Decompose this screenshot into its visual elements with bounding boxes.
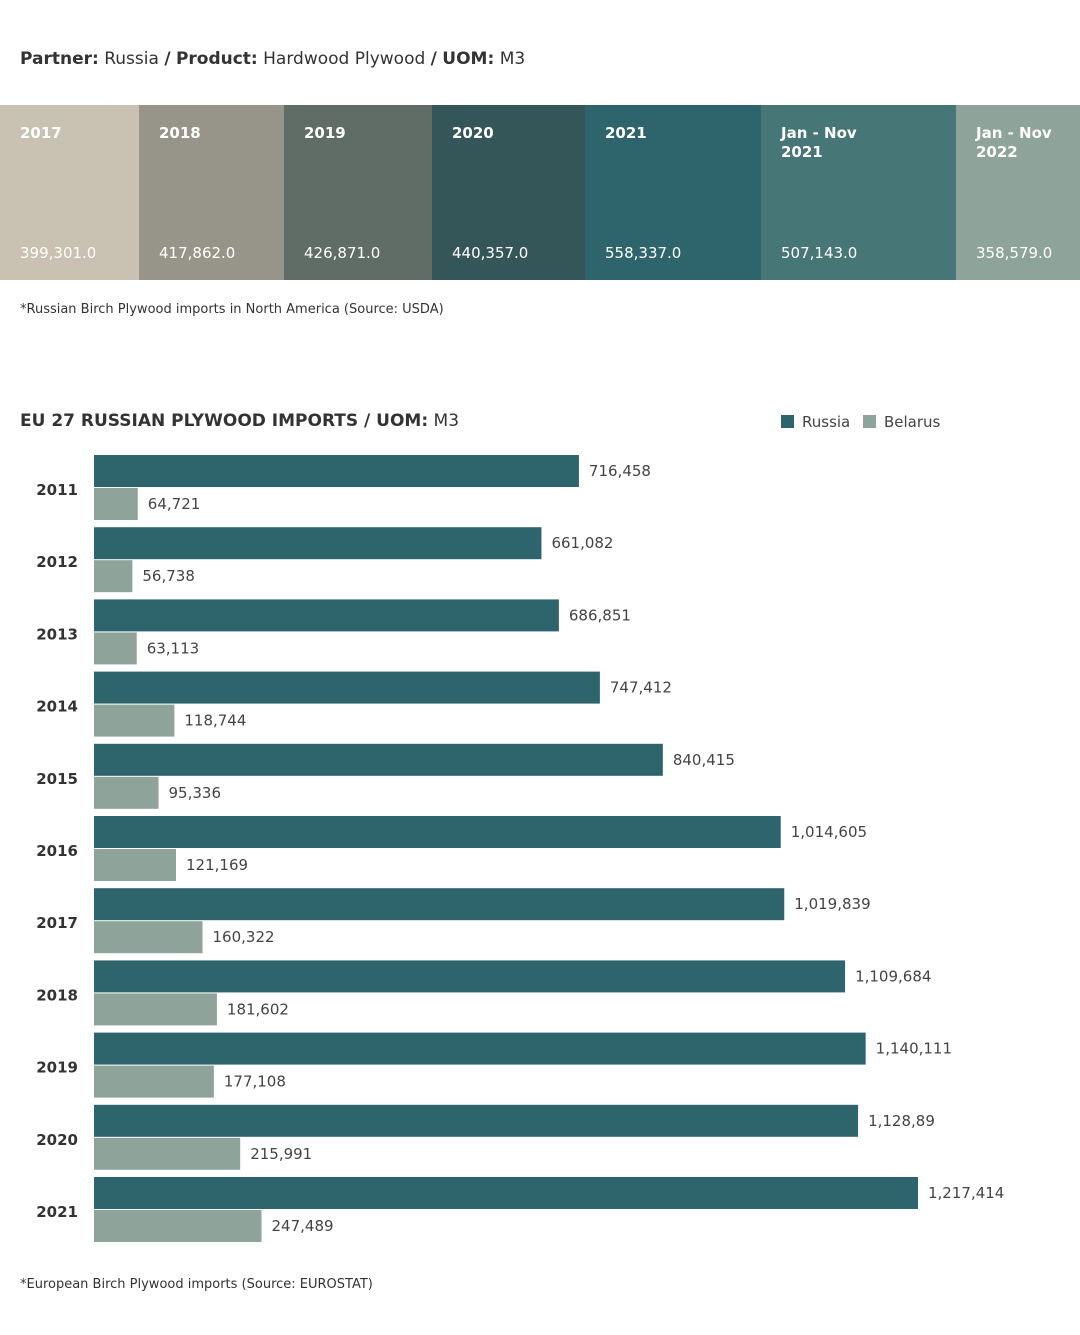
tile-label: Jan - Nov 2021 bbox=[781, 124, 857, 161]
y-axis-label-2015: 2015 bbox=[36, 770, 78, 788]
legend-swatch-russia bbox=[781, 415, 794, 428]
bar-belarus-2017 bbox=[94, 921, 203, 954]
summary-tile: 2018 417,862.0 bbox=[139, 105, 284, 280]
tile-value: 558,337.0 bbox=[605, 244, 682, 262]
source-note-usda: *Russian Birch Plywood imports in North … bbox=[20, 302, 444, 317]
header-separator: / bbox=[164, 49, 171, 69]
data-label-belarus-2018: 181,602 bbox=[227, 1000, 289, 1018]
product-value: Hardwood Plywood bbox=[263, 49, 426, 69]
bar-belarus-2020 bbox=[94, 1137, 241, 1170]
bar-belarus-2018 bbox=[94, 993, 217, 1026]
data-label-russia-2020: 1,128,89 bbox=[868, 1112, 935, 1130]
tile-label: Jan - Nov 2022 bbox=[976, 124, 1052, 161]
bar-russia-2014 bbox=[94, 671, 600, 704]
bar-russia-2021 bbox=[94, 1177, 918, 1209]
data-label-russia-2021: 1,217,414 bbox=[928, 1184, 1004, 1202]
y-axis-label-2012: 2012 bbox=[36, 553, 78, 571]
summary-tile: 2021 558,337.0 bbox=[585, 105, 761, 280]
tile-value: 426,871.0 bbox=[304, 244, 381, 262]
bar-belarus-2012 bbox=[94, 560, 133, 593]
y-axis-label-2017: 2017 bbox=[36, 914, 78, 932]
data-label-russia-2017: 1,019,839 bbox=[794, 895, 870, 913]
tile-label: 2017 bbox=[20, 124, 62, 142]
chart-title-main: EU 27 RUSSIAN PLYWOOD IMPORTS / UOM: bbox=[20, 411, 429, 431]
chart-title: EU 27 RUSSIAN PLYWOOD IMPORTS / UOM: M3 bbox=[20, 411, 459, 431]
bar-russia-2019 bbox=[94, 1032, 866, 1065]
y-axis-label-2016: 2016 bbox=[36, 842, 78, 860]
summary-strip: 2017 399,301.0 2018 417,862.0 2019 426,8… bbox=[0, 105, 1080, 280]
bar-russia-2012 bbox=[94, 527, 542, 560]
data-label-russia-2013: 686,851 bbox=[569, 606, 631, 624]
summary-tile: Jan - Nov 2021 507,143.0 bbox=[761, 105, 956, 280]
bar-russia-2013 bbox=[94, 599, 559, 632]
header-line: Partner: Russia / Product: Hardwood Plyw… bbox=[20, 49, 525, 69]
summary-tile: 2017 399,301.0 bbox=[0, 105, 139, 280]
bar-belarus-2011 bbox=[94, 488, 138, 520]
tile-value: 440,357.0 bbox=[452, 244, 529, 262]
bar-belarus-2019 bbox=[94, 1065, 214, 1098]
data-label-belarus-2021: 247,489 bbox=[272, 1217, 334, 1235]
data-label-belarus-2011: 64,721 bbox=[148, 495, 201, 513]
bar-chart: 2011 716,458 64,721 2012 661,082 56,738 2013 68… bbox=[36, 455, 1004, 1242]
bar-russia-2011 bbox=[94, 455, 579, 487]
uom-label: UOM: bbox=[442, 49, 495, 69]
y-axis-label-2014: 2014 bbox=[36, 698, 78, 716]
legend-label-belarus: Belarus bbox=[884, 413, 941, 431]
data-label-belarus-2012: 56,738 bbox=[142, 567, 195, 585]
source-note-eurostat: *European Birch Plywood imports (Source:… bbox=[20, 1277, 373, 1292]
data-label-russia-2014: 747,412 bbox=[610, 679, 672, 697]
tile-value: 507,143.0 bbox=[781, 244, 858, 262]
data-label-belarus-2019: 177,108 bbox=[224, 1073, 286, 1091]
bar-belarus-2013 bbox=[94, 632, 137, 665]
bar-belarus-2015 bbox=[94, 776, 159, 809]
summary-tile: 2019 426,871.0 bbox=[284, 105, 432, 280]
tile-label: 2021 bbox=[605, 124, 647, 142]
data-label-russia-2018: 1,109,684 bbox=[855, 967, 931, 985]
data-label-russia-2019: 1,140,111 bbox=[876, 1040, 952, 1058]
data-label-belarus-2016: 121,169 bbox=[186, 856, 248, 874]
data-label-russia-2011: 716,458 bbox=[589, 462, 651, 480]
partner-value: Russia bbox=[104, 49, 159, 69]
y-axis-label-2019: 2019 bbox=[36, 1059, 78, 1077]
tile-value: 358,579.0 bbox=[976, 244, 1053, 262]
tile-value: 399,301.0 bbox=[20, 244, 97, 262]
data-label-belarus-2015: 95,336 bbox=[169, 784, 222, 802]
bar-russia-2017 bbox=[94, 888, 785, 921]
uom-value: M3 bbox=[499, 49, 526, 69]
header-separator: / bbox=[430, 49, 437, 69]
bar-russia-2016 bbox=[94, 816, 781, 848]
y-axis-label-2020: 2020 bbox=[36, 1131, 78, 1149]
product-label: Product: bbox=[175, 49, 258, 69]
data-label-belarus-2020: 215,991 bbox=[250, 1145, 312, 1163]
bar-belarus-2014 bbox=[94, 704, 175, 737]
summary-tile: 2020 440,357.0 bbox=[432, 105, 585, 280]
tile-label: 2019 bbox=[304, 124, 346, 142]
chart-title-unit: M3 bbox=[433, 411, 460, 431]
bar-belarus-2021 bbox=[94, 1210, 262, 1242]
data-label-russia-2015: 840,415 bbox=[673, 751, 735, 769]
y-axis-label-2018: 2018 bbox=[36, 986, 78, 1004]
bar-russia-2018 bbox=[94, 960, 846, 993]
data-label-russia-2016: 1,014,605 bbox=[791, 823, 867, 841]
y-axis-label-2021: 2021 bbox=[36, 1203, 78, 1221]
y-axis-label-2013: 2013 bbox=[36, 625, 78, 643]
legend-swatch-belarus bbox=[863, 415, 876, 428]
tile-label: 2020 bbox=[452, 124, 494, 142]
summary-tile: Jan - Nov 2022 358,579.0 bbox=[956, 105, 1080, 280]
data-label-russia-2012: 661,082 bbox=[551, 534, 613, 552]
data-label-belarus-2017: 160,322 bbox=[213, 928, 275, 946]
partner-label: Partner: bbox=[20, 49, 99, 69]
legend-label-russia: Russia bbox=[802, 413, 851, 431]
bar-russia-2020 bbox=[94, 1104, 859, 1137]
tile-label: 2018 bbox=[159, 124, 201, 142]
data-label-belarus-2013: 63,113 bbox=[147, 639, 200, 657]
bar-russia-2015 bbox=[94, 743, 663, 776]
y-axis-label-2011: 2011 bbox=[36, 481, 78, 499]
tile-value: 417,862.0 bbox=[159, 244, 236, 262]
bar-belarus-2016 bbox=[94, 849, 177, 881]
data-label-belarus-2014: 118,744 bbox=[184, 712, 246, 730]
